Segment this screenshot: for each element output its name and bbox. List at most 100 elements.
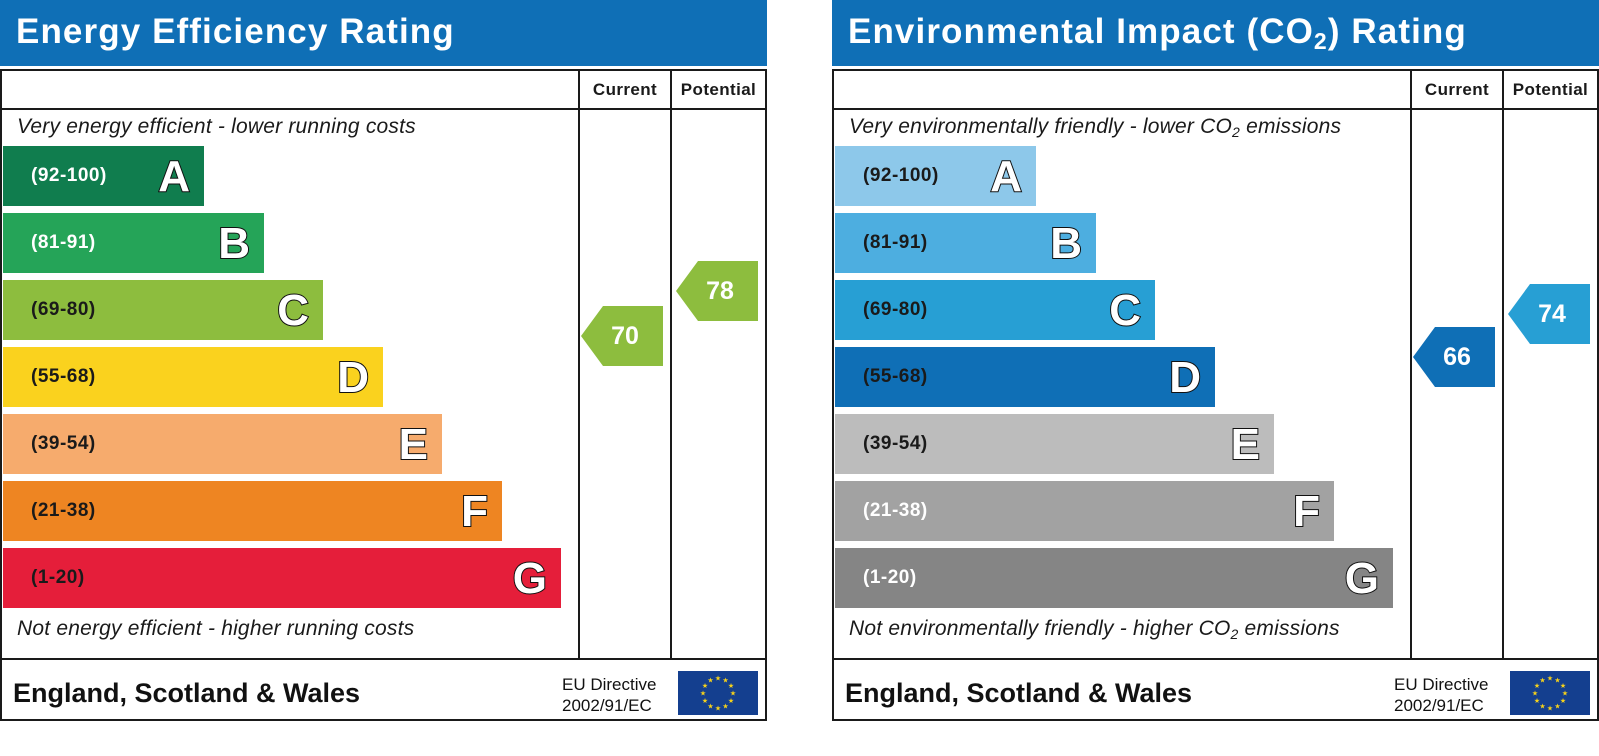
footer-region: England, Scotland & Wales [13, 678, 361, 708]
rating-band-b: (81-91) B [3, 213, 264, 273]
rating-band-d: (55-68) D [3, 347, 383, 407]
star-icon: ★ [1534, 697, 1540, 705]
star-icon: ★ [1562, 690, 1568, 698]
rating-band-e: (39-54) E [3, 414, 442, 474]
note-subscript: 2 [1230, 626, 1239, 642]
band-range-label: (55-68) [863, 366, 928, 387]
rating-band-f: (21-38) F [835, 481, 1334, 541]
rating-band-g: (1-20) G [3, 548, 561, 608]
chart-frame: Current Potential Very environmentally f… [832, 69, 1599, 721]
band-range-label: (92-100) [31, 165, 107, 186]
band-range-label: (21-38) [863, 500, 928, 521]
band-range-label: (69-80) [863, 299, 928, 320]
band-letter: C [276, 285, 310, 336]
band-letter: D [336, 352, 370, 403]
arrow-shape [581, 306, 663, 366]
star-icon: ★ [1547, 675, 1553, 683]
band-letter: F [460, 486, 489, 537]
star-icon: ★ [1560, 697, 1566, 705]
star-icon: ★ [1539, 677, 1545, 685]
rating-band-a: (92-100) A [3, 146, 204, 206]
band-range-label: (92-100) [863, 165, 939, 186]
energy-efficiency-chart: Energy Efficiency Rating Current Potenti… [0, 0, 767, 721]
band-range-label: (81-91) [863, 232, 928, 253]
current-rating-arrow: 66 [1413, 327, 1495, 387]
star-icon: ★ [722, 702, 728, 710]
chart-frame: Current Potential Very energy efficient … [0, 69, 767, 721]
band-range-label: (1-20) [31, 567, 85, 588]
band-letter: G [512, 553, 548, 604]
eu-stars: ★ ★★★★★★★★★★★ [700, 675, 736, 713]
star-icon: ★ [707, 702, 713, 710]
footer-divider [834, 658, 1597, 660]
star-icon: ★ [728, 697, 734, 705]
band-range-label: (21-38) [31, 500, 96, 521]
column-header-current: Current [1424, 80, 1490, 99]
directive-line: EU Directive [1394, 675, 1489, 694]
rating-band-b: (81-91) B [835, 213, 1096, 273]
star-icon: ★ [722, 677, 728, 685]
rating-band-d: (55-68) D [835, 347, 1215, 407]
band-letter: C [1108, 285, 1142, 336]
column-divider [1410, 71, 1412, 660]
star-icon: ★ [715, 705, 721, 713]
star-icon: ★ [1532, 690, 1538, 698]
chart-header: Energy Efficiency Rating [0, 0, 767, 66]
rating-band-e: (39-54) E [835, 414, 1274, 474]
rating-band-c: (69-80) C [3, 280, 323, 340]
eu-flag-icon: ★ ★ ★ ★ ★ ★ ★ ★ ★ ★ ★ ★ [1510, 671, 1590, 715]
eu-stars: ★ ★★★★★★★★★★★ [1532, 675, 1568, 713]
rating-band-c: (69-80) C [835, 280, 1155, 340]
band-letter: F [1292, 486, 1321, 537]
star-icon: ★ [1554, 702, 1560, 710]
band-range-label: (39-54) [863, 433, 928, 454]
star-icon: ★ [728, 682, 734, 690]
band-range-label: (1-20) [863, 567, 917, 588]
note-part: Not environmentally friendly - higher CO [849, 617, 1231, 640]
star-icon: ★ [702, 697, 708, 705]
column-header-potential: Potential [1512, 80, 1589, 99]
directive-line: EU Directive [562, 675, 657, 694]
current-rating-value: 70 [611, 322, 639, 350]
arrow-shape [676, 261, 758, 321]
potential-rating-arrow: 78 [676, 261, 758, 321]
directive-line: 2002/91/EC [1394, 696, 1484, 715]
band-letter: A [989, 151, 1023, 202]
star-icon: ★ [702, 682, 708, 690]
band-range-label: (69-80) [31, 299, 96, 320]
band-letter: B [217, 218, 251, 269]
chart-title: Energy Efficiency Rating [16, 12, 455, 51]
rating-band-g: (1-20) G [835, 548, 1393, 608]
arrow-shape [1413, 327, 1495, 387]
top-note: Very energy efficient - lower running co… [17, 115, 416, 138]
current-rating-arrow: 70 [581, 306, 663, 366]
title-part: Environmental Impact (CO [848, 12, 1314, 51]
band-range-label: (81-91) [31, 232, 96, 253]
column-divider [670, 71, 672, 660]
directive-line: 2002/91/EC [562, 696, 652, 715]
star-icon: ★ [1539, 702, 1545, 710]
column-header-potential: Potential [680, 80, 757, 99]
eu-directive: EU Directive 2002/91/EC [1394, 674, 1488, 716]
title-part: ) Rating [1327, 12, 1467, 51]
band-letter: D [1168, 352, 1202, 403]
star-icon: ★ [1554, 677, 1560, 685]
note-subscript: 2 [1232, 124, 1241, 140]
column-divider [578, 71, 580, 660]
star-icon: ★ [730, 690, 736, 698]
potential-rating-value: 78 [706, 277, 734, 305]
arrow-shape [1508, 284, 1590, 344]
note-part: emissions [1238, 617, 1340, 640]
header-divider [834, 108, 1597, 110]
note-part: emissions [1240, 115, 1342, 138]
column-divider [1502, 71, 1504, 660]
environmental-impact-chart: Environmental Impact (CO2) Rating Curren… [832, 0, 1599, 721]
chart-header: Environmental Impact (CO2) Rating [832, 0, 1599, 66]
band-range-label: (39-54) [31, 433, 96, 454]
band-letter: B [1049, 218, 1083, 269]
potential-rating-arrow: 74 [1508, 284, 1590, 344]
band-letter: A [157, 151, 191, 202]
title-subscript: 2 [1313, 28, 1328, 54]
band-letter: G [1344, 553, 1380, 604]
top-note: Very environmentally friendly - lower CO… [849, 115, 1341, 139]
